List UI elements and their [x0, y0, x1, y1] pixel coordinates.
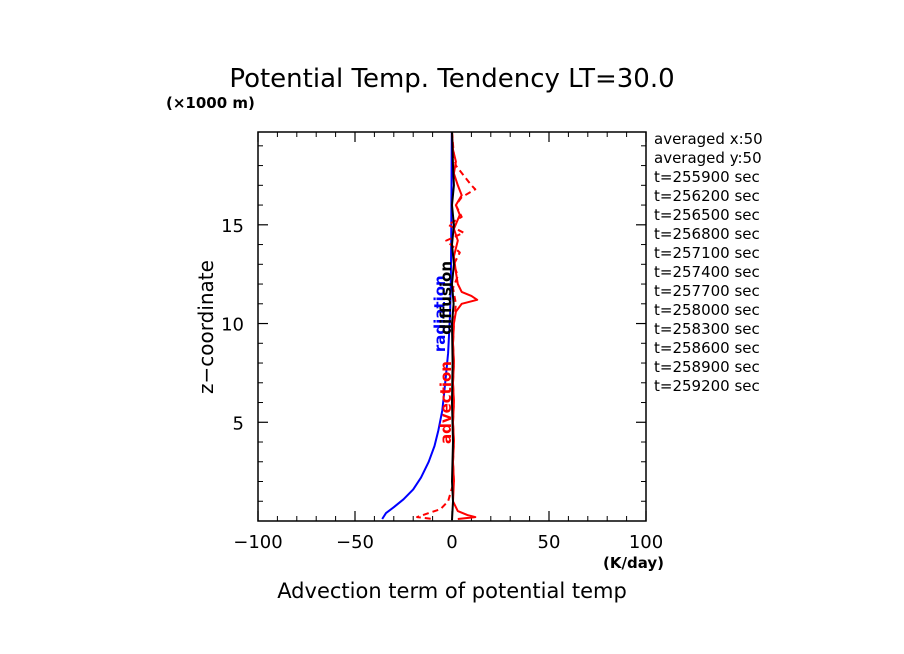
y-unit-label: (×1000 m) — [166, 94, 255, 112]
legend-entry: t=255900 sec — [654, 168, 760, 186]
x-tick-label: −100 — [233, 532, 282, 553]
legend-entry: t=257400 sec — [654, 263, 760, 281]
x-tick-label: 50 — [538, 532, 561, 553]
legend-entry: t=256800 sec — [654, 225, 760, 243]
legend-entry: t=257700 sec — [654, 282, 760, 300]
legend-entry: t=258600 sec — [654, 339, 760, 357]
legend-entry: t=256500 sec — [654, 206, 760, 224]
series-line-radiation-solid — [381, 131, 453, 520]
y-axis-label: z−coordinate — [194, 260, 218, 394]
legend-entry: t=256200 sec — [654, 187, 760, 205]
annotations: radiation advection diffusion — [431, 261, 455, 444]
legend-entry: t=258900 sec — [654, 358, 760, 376]
x-tick-label: 0 — [446, 532, 457, 553]
chart-title: Potential Temp. Tendency LT=30.0 — [229, 64, 674, 94]
legend-entry: t=259200 sec — [654, 377, 760, 395]
annotation-advection: advection — [437, 361, 455, 444]
plot-frame — [257, 131, 647, 522]
series-line-diffusion-solid — [451, 131, 455, 521]
y-tick-label: 10 — [221, 315, 244, 336]
legend-entry: averaged y:50 — [654, 149, 762, 167]
y-tick-label: 5 — [233, 413, 244, 434]
legend-entry: averaged x:50 — [654, 130, 763, 148]
legend-entry: t=257100 sec — [654, 244, 760, 262]
x-axis-label: Advection term of potential temp — [277, 579, 627, 603]
legend-entry: t=258300 sec — [654, 320, 760, 338]
series-line-advection-solid — [451, 131, 479, 520]
x-tick-label: −50 — [336, 532, 374, 553]
y-tick-label: 15 — [221, 216, 244, 237]
annotation-radiation: radiation — [431, 275, 449, 352]
annotation-diffusion: diffusion — [437, 261, 455, 335]
legend-entry: t=258000 sec — [654, 301, 760, 319]
series-group — [381, 131, 479, 521]
x-tick-label: 100 — [629, 532, 663, 553]
axis-ticks: −100 −50 0 50 100 5 10 15 — [221, 132, 663, 553]
x-unit-label: (K/day) — [603, 554, 664, 572]
